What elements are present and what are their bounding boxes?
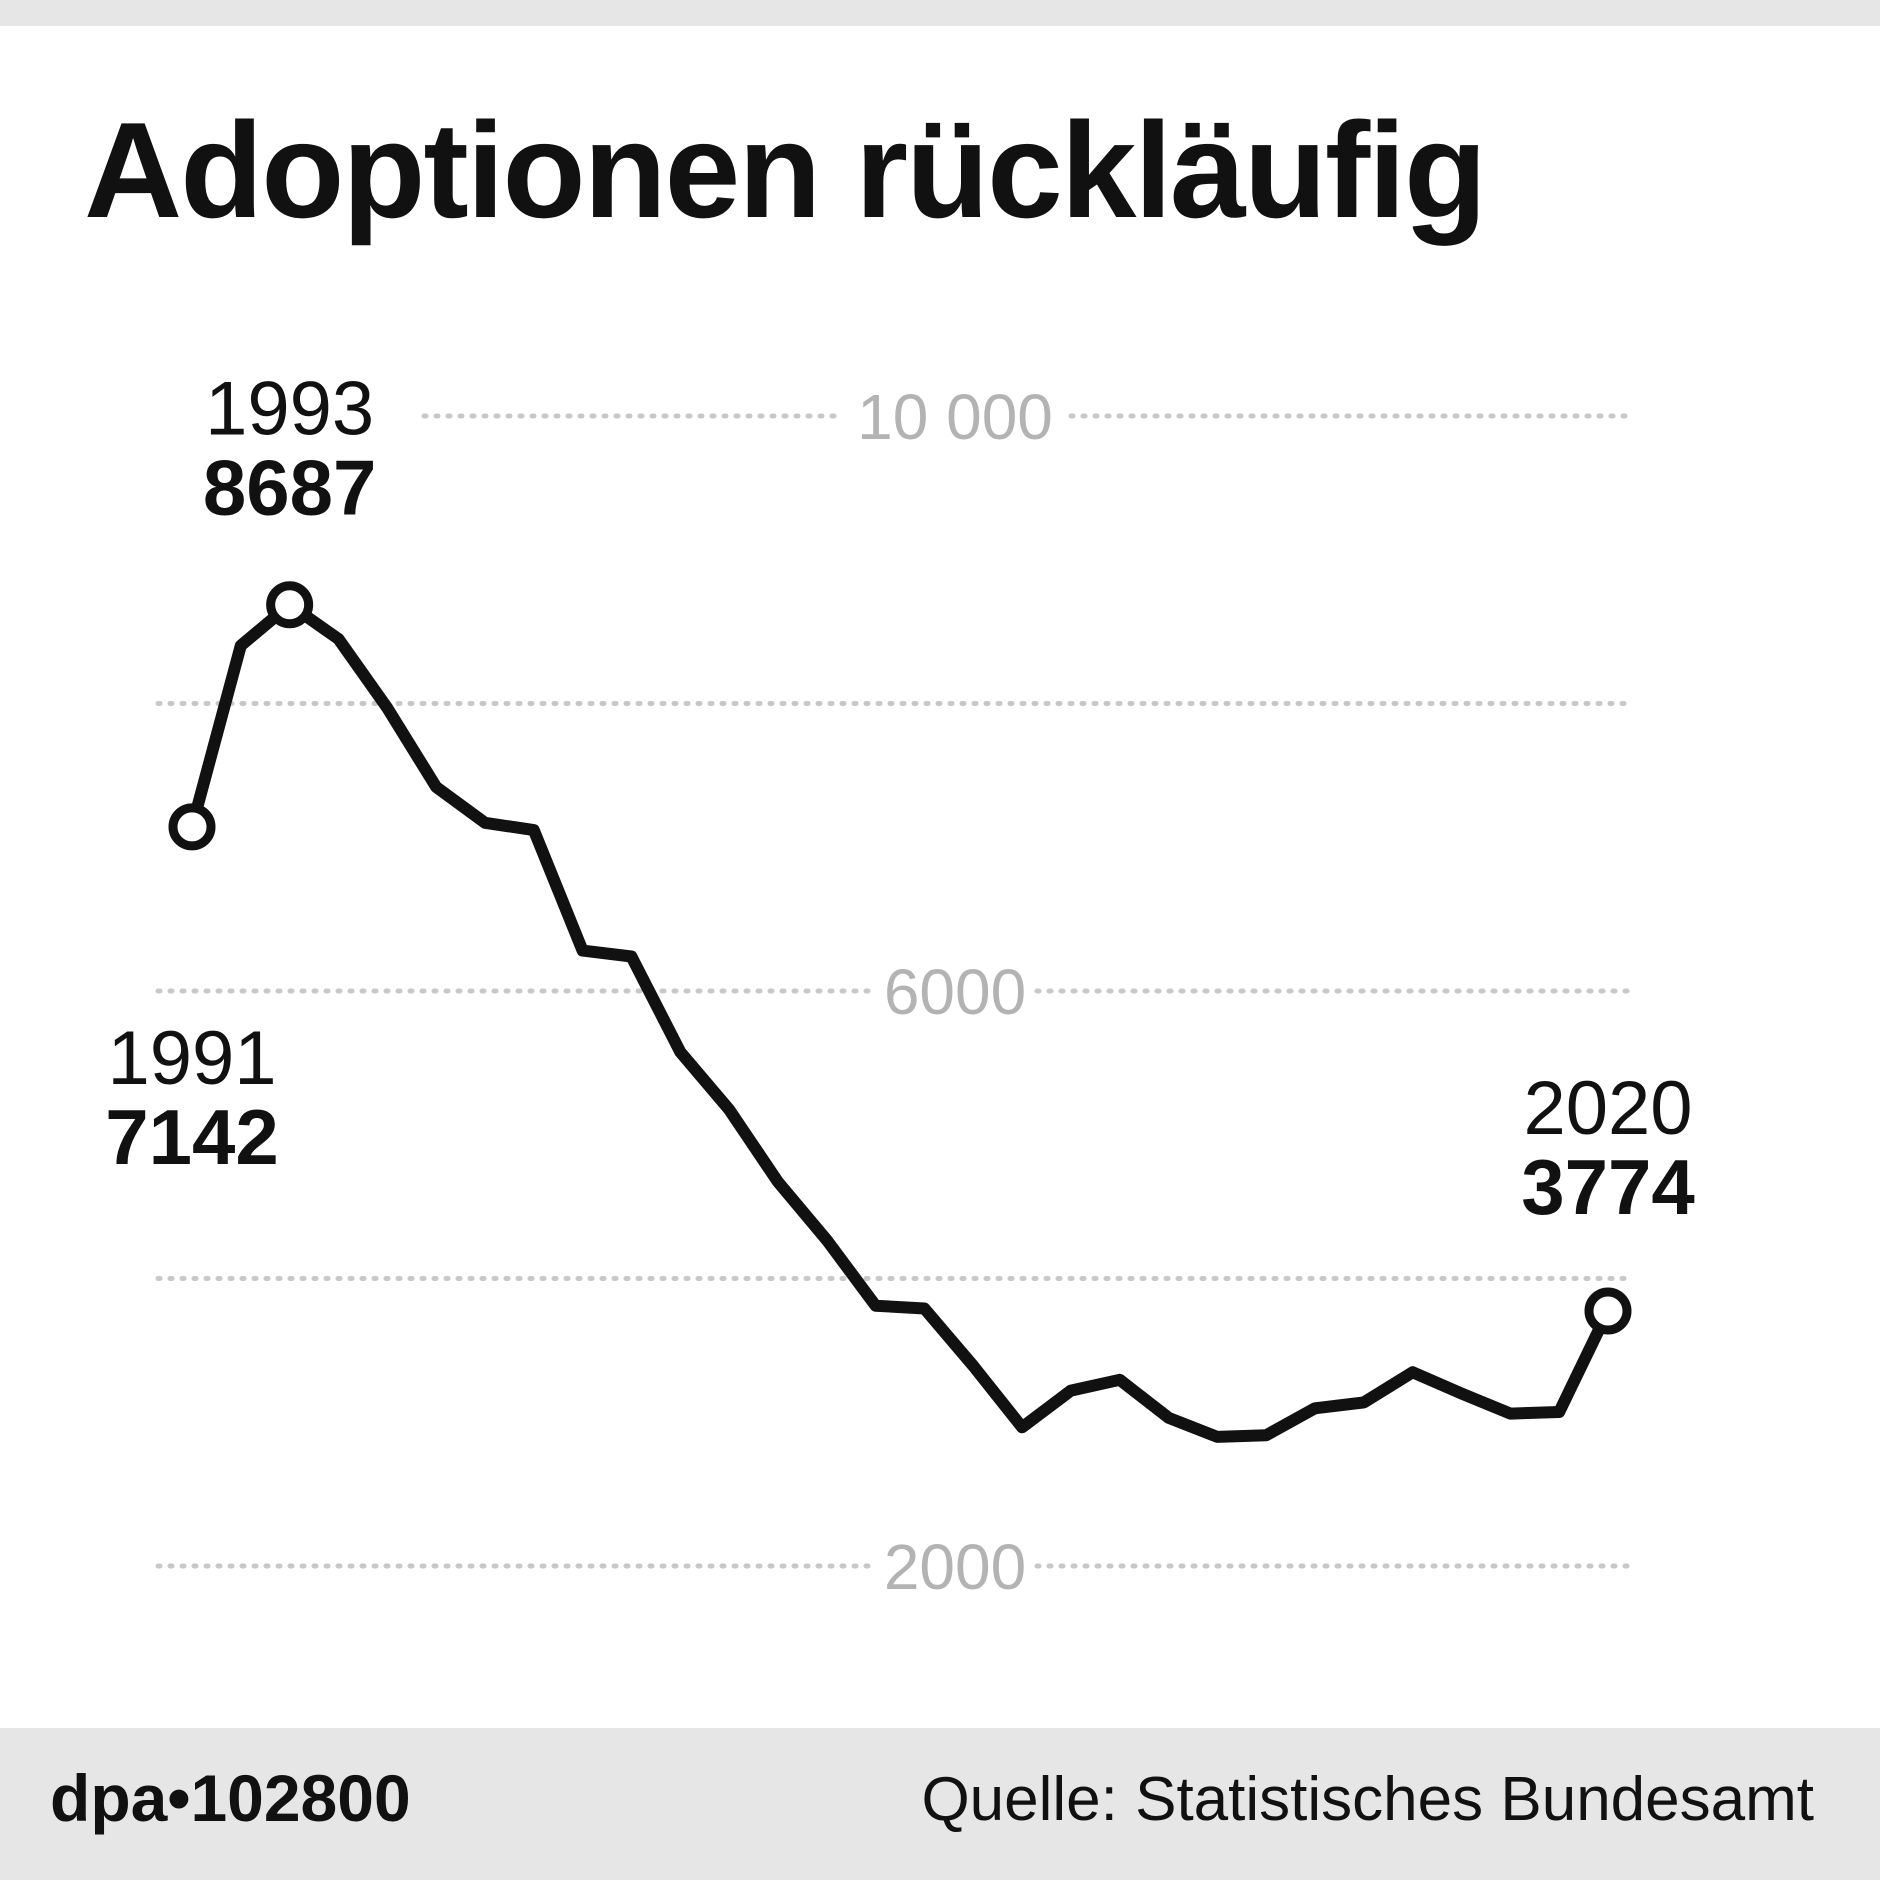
y-tick-label: 10 000 bbox=[857, 381, 1053, 453]
annotation-value-1993: 8687 bbox=[203, 444, 377, 532]
y-tick-labels: 2000 6000 10 000 bbox=[857, 381, 1053, 1603]
footer-graphic-code: dpa•102800 bbox=[50, 1761, 411, 1835]
y-tick-label: 2000 bbox=[884, 1531, 1026, 1603]
point-marker-1993 bbox=[266, 581, 314, 629]
footer-source: Quelle: Statistisches Bundesamt bbox=[921, 1765, 1814, 1834]
annotation-value-1991: 7142 bbox=[105, 1093, 279, 1181]
annotation-year-2020: 2020 bbox=[1523, 1066, 1692, 1151]
point-marker-1991 bbox=[168, 803, 216, 851]
point-markers bbox=[168, 581, 1632, 1335]
annotation-year-1993: 1993 bbox=[205, 367, 374, 452]
chart-title: Adoptionen rückläufig bbox=[84, 94, 1487, 246]
gridlines bbox=[155, 413, 1637, 1569]
footer: dpa•102800 Quelle: Statistisches Bundesa… bbox=[0, 1728, 1880, 1880]
series-line bbox=[186, 598, 1614, 1443]
y-tick-label: 6000 bbox=[884, 956, 1026, 1028]
annotation-year-1991: 1991 bbox=[107, 1016, 276, 1101]
point-marker-2020 bbox=[1584, 1287, 1632, 1335]
annotation-value-2020: 3774 bbox=[1521, 1143, 1695, 1231]
top-bar bbox=[0, 0, 1880, 26]
